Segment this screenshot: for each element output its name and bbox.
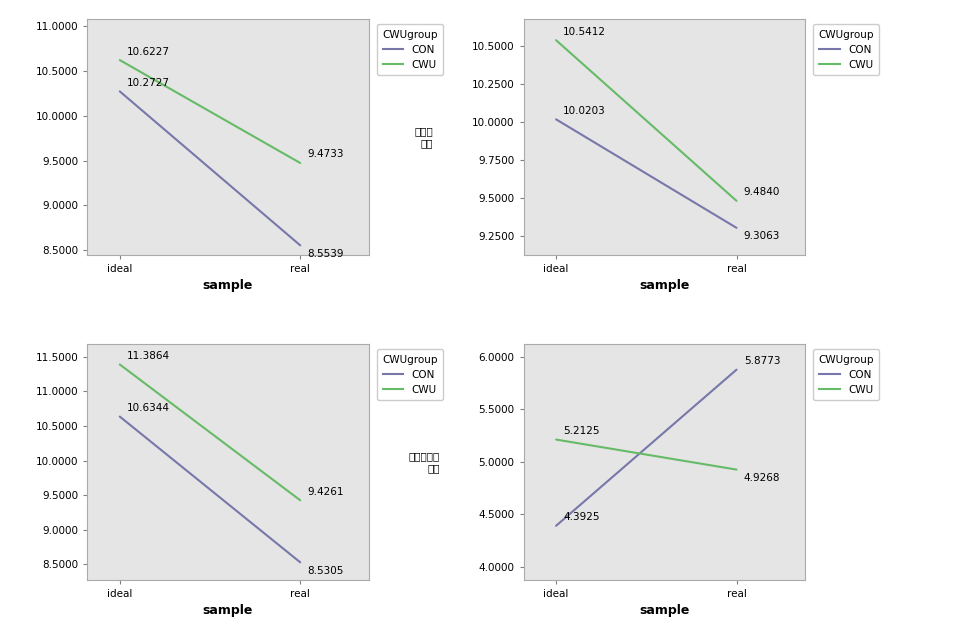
- X-axis label: sample: sample: [639, 279, 689, 292]
- Text: 10.6227: 10.6227: [127, 47, 170, 57]
- X-axis label: sample: sample: [203, 605, 253, 617]
- Line: CWU: CWU: [119, 60, 300, 163]
- CON: [549, 115, 561, 123]
- CWU: [730, 466, 741, 473]
- Legend: CON, CWU: CON, CWU: [812, 349, 878, 400]
- Line: CON: CON: [119, 417, 300, 562]
- Legend: CON, CWU: CON, CWU: [812, 24, 878, 75]
- CWU: [113, 56, 125, 64]
- CON: [730, 366, 741, 373]
- Text: 5.8773: 5.8773: [743, 356, 779, 366]
- Line: CWU: CWU: [119, 364, 300, 500]
- Text: 5.2125: 5.2125: [563, 426, 599, 436]
- CON: [113, 87, 125, 95]
- X-axis label: sample: sample: [639, 605, 689, 617]
- Text: 10.2727: 10.2727: [127, 78, 170, 88]
- Text: 9.4261: 9.4261: [307, 487, 344, 497]
- Line: CON: CON: [119, 91, 300, 245]
- CWU: [295, 159, 306, 167]
- Text: 9.4840: 9.4840: [743, 187, 779, 197]
- CON: [113, 413, 125, 420]
- CWU: [549, 436, 561, 443]
- Legend: CON, CWU: CON, CWU: [376, 24, 442, 75]
- Line: CWU: CWU: [555, 440, 735, 469]
- Text: 8.5305: 8.5305: [307, 566, 343, 576]
- Legend: CON, CWU: CON, CWU: [376, 349, 442, 400]
- X-axis label: sample: sample: [203, 279, 253, 292]
- Text: 11.3864: 11.3864: [127, 351, 170, 361]
- CON: [730, 224, 741, 232]
- Y-axis label: 피시카린맛
정도: 피시카린맛 정도: [408, 451, 439, 473]
- Text: 10.6344: 10.6344: [127, 403, 170, 413]
- Text: 4.3925: 4.3925: [563, 512, 599, 522]
- Text: 9.4733: 9.4733: [307, 150, 344, 159]
- CWU: [549, 36, 561, 44]
- CON: [549, 522, 561, 529]
- CWU: [113, 361, 125, 368]
- Text: 10.5412: 10.5412: [563, 27, 606, 37]
- Text: 10.0203: 10.0203: [563, 106, 606, 116]
- Text: 8.5539: 8.5539: [307, 249, 344, 259]
- Line: CON: CON: [555, 119, 735, 228]
- Line: CWU: CWU: [555, 40, 735, 201]
- CWU: [295, 496, 306, 504]
- CON: [295, 241, 306, 249]
- Line: CON: CON: [555, 369, 735, 526]
- CON: [295, 559, 306, 566]
- Text: 4.9268: 4.9268: [743, 473, 779, 483]
- CWU: [730, 197, 741, 204]
- Text: 9.3063: 9.3063: [743, 231, 779, 241]
- Y-axis label: 너보기
좋음: 너보기 좋음: [414, 126, 432, 148]
